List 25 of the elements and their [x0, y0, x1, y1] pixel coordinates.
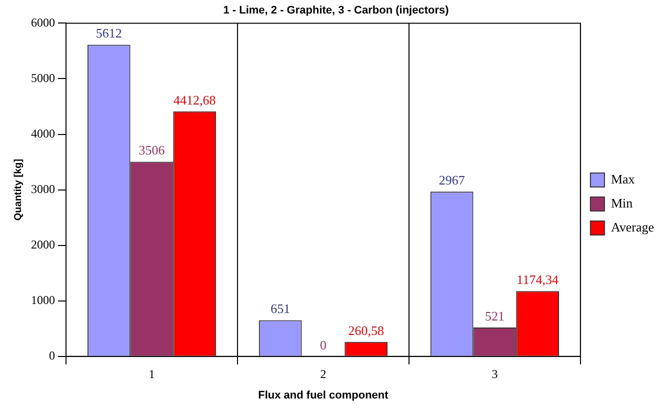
- x-tick-label: 1: [148, 366, 155, 381]
- legend-label: Min: [610, 195, 634, 210]
- y-tick-label: 2000: [31, 237, 55, 252]
- y-tick-label: 6000: [31, 15, 55, 30]
- y-axis-title: Quantity [kg]: [12, 158, 24, 221]
- y-tick-label: 4000: [31, 126, 55, 140]
- data-label: 1174,34: [516, 272, 559, 288]
- x-tick-label: 2: [320, 366, 326, 381]
- data-label: 260,58: [348, 322, 384, 338]
- data-label: 4412,68: [173, 92, 216, 108]
- legend-label: Max: [610, 171, 636, 186]
- x-tick-label: 3: [492, 366, 498, 381]
- y-tick-label: 5000: [31, 70, 55, 85]
- legend-label: Average: [610, 219, 654, 234]
- data-label: 3506: [138, 142, 166, 158]
- data-label: 0: [320, 337, 326, 352]
- y-tick-label: 0: [49, 348, 55, 363]
- y-tick-label: 3000: [31, 182, 55, 196]
- data-label: 521: [484, 308, 504, 324]
- x-axis-title: Flux and fuel component: [258, 389, 389, 402]
- data-label: 5612: [96, 26, 122, 41]
- chart-title: 1 - Lime, 2 - Graphite, 3 - Carbon (injectors): [223, 4, 450, 17]
- data-label: 651: [270, 301, 290, 316]
- y-tick-label: 1000: [31, 293, 55, 308]
- data-label: 2967: [438, 172, 466, 188]
